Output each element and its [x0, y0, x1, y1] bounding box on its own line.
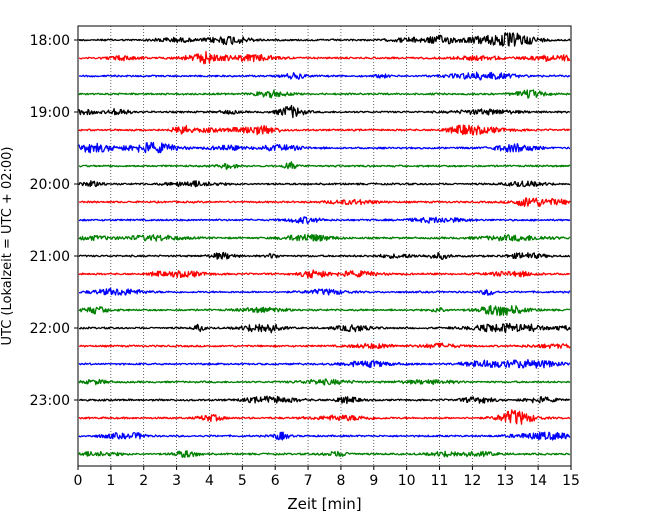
seismic-trace — [78, 322, 571, 334]
x-tick-label: 15 — [562, 473, 580, 489]
y-tick-label: 21:00 — [30, 249, 70, 265]
seismic-trace — [78, 71, 571, 81]
seismic-trace — [78, 378, 571, 386]
x-tick-label: 11 — [431, 473, 449, 489]
seismic-trace — [78, 251, 571, 260]
seismic-trace — [78, 124, 571, 136]
plot-frame — [77, 25, 572, 467]
seismic-trace — [78, 233, 571, 242]
seismic-trace — [78, 342, 571, 350]
x-tick-label: 12 — [463, 473, 481, 489]
x-axis-label: Zeit [min] — [287, 495, 361, 513]
x-tick-label: 2 — [139, 473, 148, 489]
y-tick-label: 18:00 — [30, 33, 70, 49]
seismic-trace — [78, 431, 571, 441]
seismic-trace — [78, 50, 571, 65]
seismic-trace — [78, 358, 571, 369]
y-tick-label: 23:00 — [30, 393, 70, 409]
x-tick-label: 3 — [172, 473, 181, 489]
x-tick-label: 1 — [106, 473, 115, 489]
grid-lines — [110, 26, 539, 466]
seismic-trace — [78, 409, 571, 425]
y-axis-label: UTC (Lokalzeit = UTC + 02:00) — [0, 147, 15, 346]
y-axis-ticks: 18:00 19:00 20:00 21:00 22:00 23:00 — [30, 33, 78, 409]
seismic-trace — [78, 269, 571, 279]
seismic-trace — [78, 395, 571, 405]
x-tick-label: 13 — [496, 473, 514, 489]
seismic-trace — [78, 89, 571, 99]
x-tick-label: 10 — [398, 473, 416, 489]
y-tick-label: 22:00 — [30, 321, 70, 337]
seismic-trace — [78, 180, 571, 188]
y-tick-label: 19:00 — [30, 105, 70, 121]
x-tick-label: 6 — [271, 473, 280, 489]
x-tick-label: 7 — [304, 473, 313, 489]
y-tick-label: 20:00 — [30, 177, 70, 193]
x-tick-label: 8 — [336, 473, 345, 489]
seismic-trace — [78, 104, 571, 119]
seismic-trace — [78, 216, 571, 225]
x-tick-label: 5 — [238, 473, 247, 489]
x-tick-label: 9 — [369, 473, 378, 489]
seismic-trace — [78, 141, 571, 154]
seismic-trace — [78, 287, 571, 296]
seismic-trace — [78, 304, 571, 317]
seismic-trace — [78, 197, 571, 208]
seismic-traces — [78, 32, 571, 458]
x-tick-label: 0 — [74, 473, 83, 489]
seismic-trace — [78, 450, 571, 458]
x-axis-ticks: 0 1 2 3 4 5 6 7 8 9 10 11 12 13 14 15 — [74, 466, 580, 489]
x-tick-label: 4 — [205, 473, 214, 489]
seismic-trace — [78, 32, 571, 47]
seismic-trace — [78, 161, 571, 170]
x-tick-label: 14 — [529, 473, 547, 489]
